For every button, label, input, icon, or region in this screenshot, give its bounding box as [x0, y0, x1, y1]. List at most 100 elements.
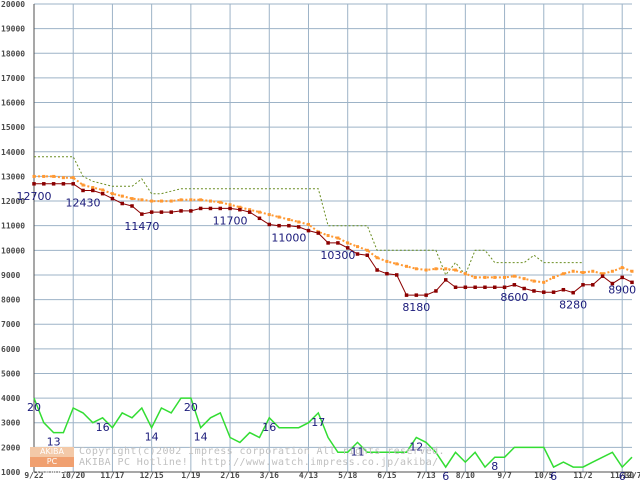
y-tick-label: 15000	[1, 123, 25, 132]
point-avg	[306, 222, 310, 226]
x-tick-label: 9/22	[24, 471, 43, 480]
point-avg	[591, 269, 595, 273]
y-tick-label: 5000	[1, 369, 20, 378]
point-min	[551, 290, 556, 294]
point-min	[179, 209, 183, 213]
x-tick-label: 12/15	[140, 471, 164, 480]
point-min	[473, 285, 477, 290]
x-tick-label: 1/19	[181, 471, 200, 480]
point-avg	[552, 275, 556, 279]
data-label: 12	[409, 441, 423, 454]
y-tick-label: 20000	[1, 0, 25, 9]
x-tick-label: 5/18	[338, 471, 357, 480]
point-avg	[454, 268, 458, 272]
point-avg	[150, 199, 154, 203]
point-avg	[581, 270, 585, 274]
x-axis-tick-labels: 9/22 10/20 11/17 12/15 1/19 2/16 3/16 4/13 5/18 6…	[24, 471, 640, 480]
y-tick-label: 1000	[1, 468, 20, 477]
point-min	[453, 285, 458, 290]
point-min	[532, 289, 536, 293]
point-avg	[395, 262, 399, 266]
data-label: 8280	[559, 299, 587, 312]
point-avg	[277, 215, 281, 219]
data-label: 11700	[213, 214, 248, 227]
point-avg	[199, 198, 203, 202]
point-min	[336, 241, 340, 245]
point-min	[630, 280, 634, 285]
point-avg	[101, 188, 105, 192]
point-min	[257, 216, 262, 221]
point-min	[414, 293, 419, 297]
data-label: 8600	[500, 291, 528, 304]
point-avg	[169, 199, 173, 203]
point-min	[355, 252, 360, 256]
series-line-shops	[33, 397, 633, 469]
x-tick-label: 11/17	[100, 471, 124, 480]
point-min	[375, 268, 379, 272]
point-avg	[385, 259, 389, 263]
point-min	[620, 275, 624, 280]
point-min	[493, 285, 497, 290]
point-avg	[434, 267, 438, 271]
series-line-max	[34, 156, 583, 276]
point-min	[247, 210, 252, 214]
point-avg	[493, 275, 497, 279]
point-avg	[601, 272, 605, 276]
y-tick-label: 6000	[1, 345, 20, 354]
point-min	[443, 278, 448, 282]
point-avg	[238, 205, 242, 209]
x-tick-label: 4/13	[299, 471, 318, 480]
data-label: 20	[27, 401, 41, 414]
point-avg	[414, 267, 418, 271]
y-tick-label: 19000	[1, 25, 25, 34]
point-min	[198, 206, 203, 211]
data-label: 13	[47, 436, 61, 449]
y-tick-label: 17000	[1, 74, 25, 83]
data-label: 12430	[66, 196, 101, 209]
point-min	[326, 241, 330, 245]
point-avg	[140, 198, 144, 202]
point-avg	[336, 236, 340, 240]
data-label: 17	[311, 416, 325, 429]
y-tick-label: 16000	[1, 99, 25, 108]
point-min	[277, 223, 281, 228]
point-avg	[218, 200, 222, 204]
y-tick-label: 11000	[1, 222, 25, 231]
point-min	[130, 204, 134, 208]
data-label: 6	[619, 470, 626, 480]
x-tick-label: 7/13	[416, 471, 435, 480]
point-min	[149, 210, 154, 214]
data-label: 8	[491, 460, 498, 473]
series-line-min	[34, 183, 633, 296]
point-min	[385, 271, 389, 276]
point-avg	[522, 277, 526, 281]
point-min	[169, 210, 173, 214]
data-label: 16	[262, 421, 276, 434]
data-label: 11	[351, 445, 365, 458]
data-label: 11000	[271, 232, 306, 245]
point-avg	[463, 272, 467, 276]
point-avg	[561, 272, 565, 276]
y-tick-label: 9000	[1, 271, 20, 280]
point-avg	[610, 269, 614, 273]
point-avg	[120, 194, 124, 198]
point-min	[120, 201, 124, 206]
chart-grid	[33, 3, 632, 473]
point-avg	[91, 186, 95, 190]
point-avg	[189, 198, 193, 202]
point-min	[100, 191, 105, 196]
point-avg	[130, 197, 134, 201]
point-min	[522, 286, 526, 291]
point-min	[159, 210, 164, 214]
point-avg	[473, 275, 477, 279]
point-avg	[444, 267, 448, 271]
point-min	[591, 283, 595, 287]
point-avg	[571, 269, 575, 273]
point-avg	[52, 174, 56, 178]
data-label: 14	[194, 431, 208, 444]
point-min	[483, 285, 487, 290]
point-avg	[405, 264, 409, 268]
point-avg	[61, 176, 65, 180]
point-avg	[110, 192, 114, 196]
point-avg	[542, 280, 546, 284]
